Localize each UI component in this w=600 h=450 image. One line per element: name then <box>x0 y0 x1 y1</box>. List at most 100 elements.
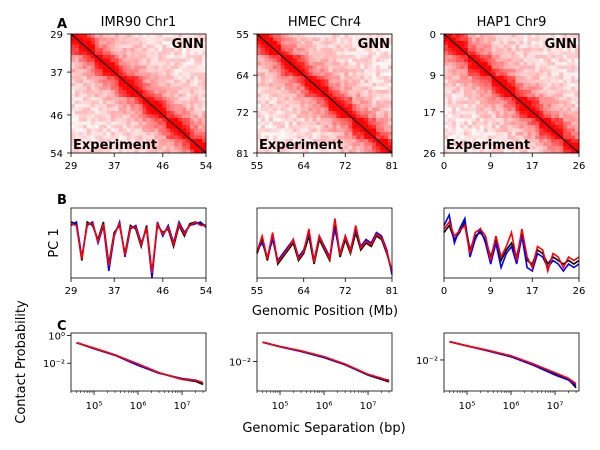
heatmap-cell <box>559 58 564 63</box>
heatmap-lower-label: Experiment <box>446 138 530 153</box>
heatmap-cell <box>296 51 301 56</box>
heatmap-cell <box>138 104 143 108</box>
heatmap-cell <box>126 86 131 91</box>
heatmap-cell <box>90 76 96 80</box>
heatmap-cell <box>284 100 290 105</box>
heatmap-cell <box>380 76 385 80</box>
heatmap-cell <box>94 125 100 129</box>
heatmap-cell <box>388 125 393 129</box>
heatmap-cell <box>86 72 92 77</box>
heatmap-cell <box>547 114 552 119</box>
heatmap-cell <box>86 135 92 140</box>
heatmap-cell <box>336 146 341 150</box>
heatmap-cell <box>146 41 151 45</box>
heatmap-cell <box>284 55 290 59</box>
heatmap-cell <box>567 135 572 140</box>
heatmap-cell <box>444 125 449 129</box>
heatmap-cell <box>551 58 556 63</box>
heatmap-cell <box>559 142 564 147</box>
heatmap-cell <box>166 135 171 140</box>
heatmap-cell <box>308 58 313 63</box>
heatmap-cell <box>94 104 100 108</box>
heatmap-cell <box>146 128 151 133</box>
heatmap-cell <box>320 100 325 105</box>
heatmap-cell <box>360 55 365 59</box>
heatmap-cell <box>503 118 508 122</box>
heatmap-cell <box>268 139 274 143</box>
heatmap-cell <box>288 107 294 112</box>
heatmap-cell <box>368 114 373 119</box>
heatmap-cell <box>186 114 191 119</box>
heatmap-cell <box>364 93 369 98</box>
heatmap-cell <box>134 55 139 59</box>
heatmap-cell <box>272 44 278 49</box>
heatmap-cell <box>535 118 540 122</box>
heatmap-cell <box>384 142 389 147</box>
heatmap-cell <box>86 128 92 133</box>
heatmap-cell <box>471 34 477 38</box>
heatmap-cell <box>82 97 88 101</box>
heatmap-cell <box>158 65 163 70</box>
heatmap-cell <box>276 142 282 147</box>
heatmap-cell <box>479 76 485 80</box>
heatmap-cell <box>352 83 357 87</box>
heatmap-cell <box>190 51 195 56</box>
heatmap-cell <box>114 37 119 42</box>
heatmap-cell <box>130 149 135 154</box>
heatmap-cell <box>170 65 175 70</box>
heatmap-cell <box>71 111 76 115</box>
heatmap-cell <box>178 107 183 112</box>
heatmap-cell <box>288 149 294 154</box>
heatmap-cell <box>174 139 179 143</box>
heatmap-cell <box>122 139 127 143</box>
heatmap-cell <box>190 149 195 154</box>
heatmap-cell <box>308 97 313 101</box>
heatmap-cell <box>142 121 147 126</box>
heatmap-cell <box>320 114 325 119</box>
heatmap-cell <box>455 121 461 126</box>
heatmap-cell <box>182 128 187 133</box>
heatmap-cell <box>519 132 524 136</box>
heatmap-cell <box>146 114 151 119</box>
heatmap-cell <box>503 135 508 140</box>
heatmap-cell <box>102 58 108 63</box>
heatmap-cell <box>559 149 564 154</box>
heatmap-cell <box>304 37 309 42</box>
heatmap-cell <box>86 107 92 112</box>
heatmap-cell <box>535 41 540 45</box>
heatmap-cell <box>194 139 199 143</box>
heatmap-cell <box>511 135 516 140</box>
heatmap-cell <box>348 107 353 112</box>
heatmap-cell <box>499 104 504 108</box>
heatmap-cell <box>471 65 477 70</box>
heatmap-cell <box>308 107 313 112</box>
heatmap-cell <box>316 62 321 66</box>
heatmap-cell <box>479 142 485 147</box>
heatmap-cell <box>495 146 500 150</box>
heatmap-cell <box>158 79 163 84</box>
heatmap-cell <box>190 69 195 73</box>
heatmap-cell <box>352 93 357 98</box>
heatmap-cell <box>340 55 345 59</box>
heatmap-cell <box>312 37 317 42</box>
heatmap-cell <box>110 65 115 70</box>
heatmap-cell <box>471 100 477 105</box>
heatmap-cell <box>114 97 119 101</box>
heatmap-cell <box>324 72 329 77</box>
heatmap-cell <box>257 128 262 133</box>
heatmap-cell <box>455 48 461 52</box>
heatmap-cell <box>507 58 512 63</box>
heatmap-cell <box>284 65 290 70</box>
heatmap-cell <box>360 65 365 70</box>
heatmap-cell <box>459 55 465 59</box>
heatmap-cell <box>479 149 485 154</box>
heatmap-cell <box>106 135 112 140</box>
heatmap-cell <box>380 100 385 105</box>
heatmap-cell <box>268 111 274 115</box>
heatmap-cell <box>455 41 461 45</box>
heatmap-cell <box>296 41 301 45</box>
heatmap-cell <box>447 97 453 101</box>
heatmap-cell <box>304 107 309 112</box>
heatmap-cell <box>543 48 548 52</box>
heatmap-cell <box>344 107 349 112</box>
